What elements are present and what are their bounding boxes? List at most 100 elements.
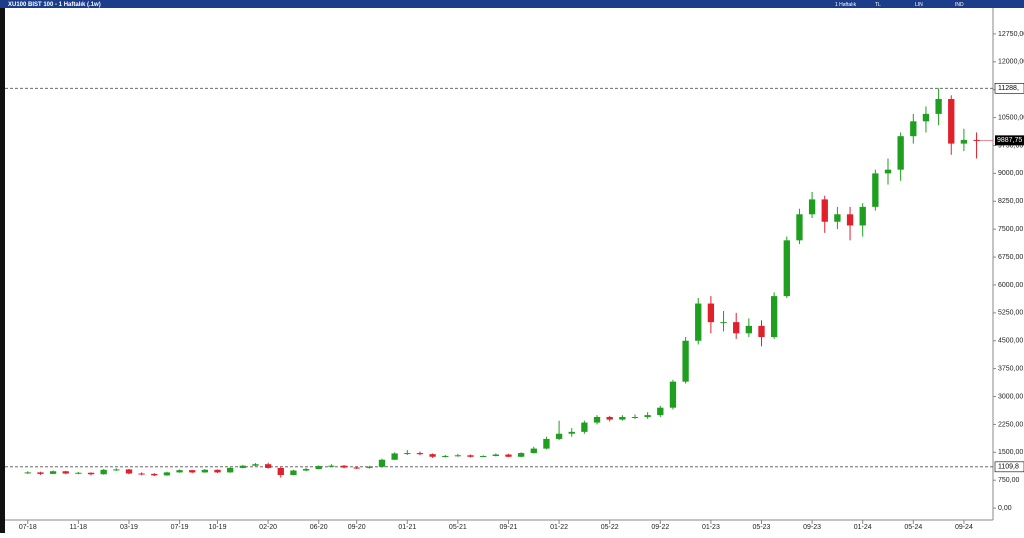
candle-body xyxy=(897,136,904,170)
candle-body xyxy=(290,470,297,475)
candle-body xyxy=(442,456,449,458)
candle-body xyxy=(517,453,525,457)
y-tick-label: 12000,00 xyxy=(998,59,1024,66)
candle-body xyxy=(581,422,588,432)
level-label-box xyxy=(994,461,1024,473)
x-tick-label: 05-24 xyxy=(904,524,922,531)
candle-body xyxy=(37,472,44,474)
candle-body xyxy=(252,464,259,466)
candle-body xyxy=(366,466,373,468)
candle-body xyxy=(404,453,411,455)
y-tick-label: 8250,00 xyxy=(998,198,1023,205)
candle-body xyxy=(796,214,803,241)
candle-body xyxy=(973,139,980,141)
candle-body xyxy=(568,431,575,434)
chart-title: XU100 BIST 100 - 1 Haftalık (.1w) xyxy=(8,2,101,8)
candle-body xyxy=(340,465,348,468)
candle-body xyxy=(62,471,69,474)
candle-body xyxy=(682,340,689,382)
candle-body xyxy=(492,454,499,457)
x-tick-label: 01-22 xyxy=(550,524,568,531)
candle-body xyxy=(302,469,310,471)
candle-body xyxy=(872,173,879,207)
candle-body xyxy=(530,448,537,454)
y-tick-label: 6000,00 xyxy=(998,282,1023,289)
x-tick-label: 09-21 xyxy=(500,524,518,531)
candle-body xyxy=(948,99,955,144)
candle-body xyxy=(619,416,626,420)
candle-body xyxy=(859,206,866,226)
candle-body xyxy=(935,99,942,114)
x-tick-label: 05-21 xyxy=(449,524,467,531)
candle-body xyxy=(214,469,221,473)
y-tick-label: 5250,00 xyxy=(998,310,1023,317)
level-label: 11288, xyxy=(998,85,1019,92)
y-tick-label: 7500,00 xyxy=(998,226,1023,233)
x-tick-label: 03-19 xyxy=(120,524,138,531)
candle-body xyxy=(378,459,386,467)
candle-body xyxy=(720,322,727,324)
candle-body xyxy=(429,454,436,457)
candle-body xyxy=(644,415,651,417)
candle-body xyxy=(505,454,512,457)
toolbar-item: TL xyxy=(875,2,881,8)
y-tick-label: 3000,00 xyxy=(998,393,1023,400)
toolbar-item: LIN xyxy=(915,2,923,8)
x-tick-label: 10-19 xyxy=(209,524,227,531)
candle-body xyxy=(24,472,31,474)
x-tick-label: 01-21 xyxy=(398,524,416,531)
x-tick-label: 02-20 xyxy=(259,524,277,531)
candle-body xyxy=(606,416,613,420)
candle-body xyxy=(353,467,360,469)
left-toolbar xyxy=(0,8,5,533)
candle-body xyxy=(467,455,474,457)
candle-body xyxy=(315,466,322,470)
candle-body xyxy=(910,121,917,137)
last-price-label: 9887,75 xyxy=(997,137,1022,144)
candle-body xyxy=(100,469,107,475)
candle-body xyxy=(808,199,816,215)
candle-body xyxy=(758,325,765,338)
candle-body xyxy=(264,464,272,468)
y-tick-label: 10500,00 xyxy=(998,114,1024,121)
candle-body xyxy=(125,469,133,474)
x-tick-label: 05-22 xyxy=(601,524,619,531)
last-price-box xyxy=(995,135,1024,146)
candle-body xyxy=(189,470,196,473)
x-tick-label: 11-18 xyxy=(70,524,87,531)
candle-body xyxy=(87,472,95,475)
candle-body xyxy=(834,214,841,222)
toolbar-item: 1 Haftalık xyxy=(835,2,857,8)
x-tick-label: 01-24 xyxy=(854,524,872,531)
candle-body xyxy=(480,456,487,458)
x-tick-label: 07-18 xyxy=(19,524,37,531)
level-label-box xyxy=(994,82,1024,94)
candle-body xyxy=(821,199,828,222)
candle-body xyxy=(328,465,335,467)
candle-body xyxy=(239,465,246,468)
candle-body xyxy=(151,473,158,476)
y-tick-label: 6750,00 xyxy=(998,254,1023,261)
y-tick-label: 3750,00 xyxy=(998,365,1023,372)
candle-body xyxy=(454,455,462,457)
candle-body xyxy=(543,438,550,449)
candle-body xyxy=(707,303,715,323)
candle-body xyxy=(138,473,145,475)
candle-body xyxy=(695,303,702,341)
candle-body xyxy=(593,416,601,423)
candle-body xyxy=(745,325,753,334)
candle-body xyxy=(884,169,892,174)
candle-body xyxy=(227,467,234,473)
level-label: 1109,8 xyxy=(998,464,1019,471)
candle-body xyxy=(49,471,57,474)
candle-body xyxy=(416,453,424,455)
x-tick-label: 09-23 xyxy=(803,524,821,531)
x-tick-label: 06-20 xyxy=(310,524,328,531)
candle-body xyxy=(75,472,82,474)
candle-body xyxy=(783,240,790,297)
candle-body xyxy=(669,381,677,408)
candle-body xyxy=(922,113,930,122)
x-tick-label: 07-19 xyxy=(171,524,189,531)
